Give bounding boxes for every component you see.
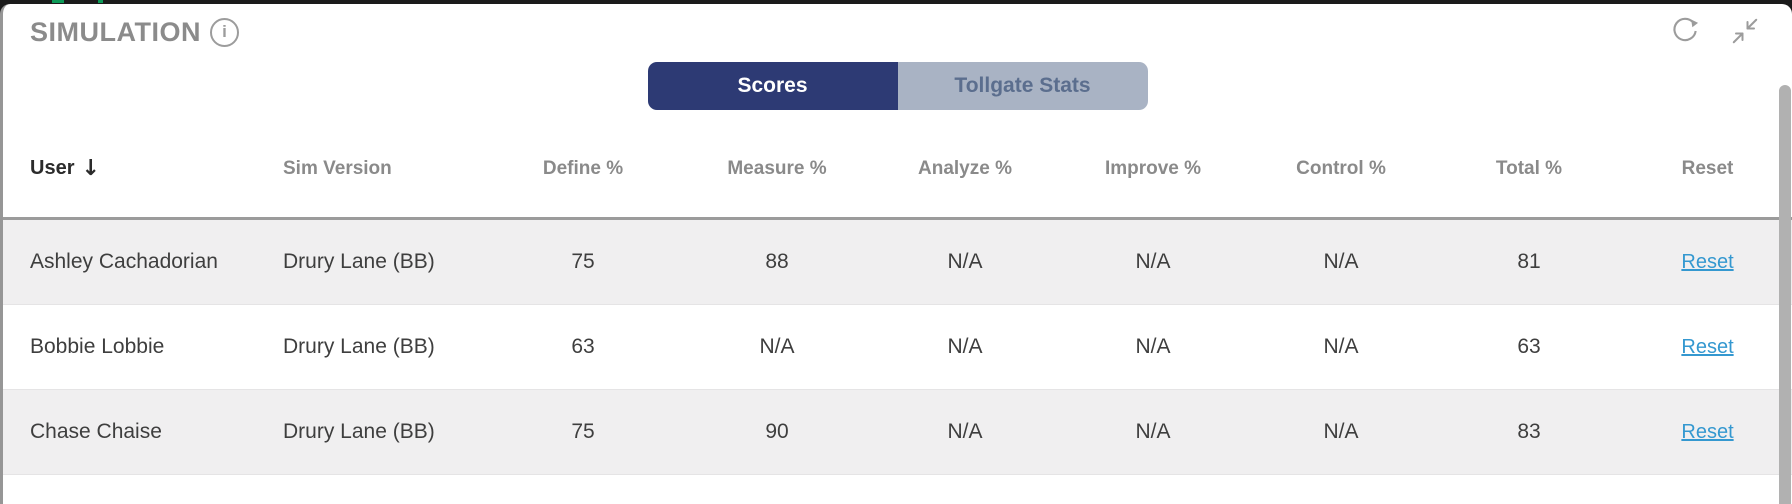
top-edge-artifact — [52, 0, 64, 3]
cell-sim-version: Drury Lane (BB) — [283, 335, 435, 358]
collapse-button[interactable] — [1727, 14, 1763, 50]
info-icon[interactable]: i — [209, 17, 239, 47]
column-header-user-label: User — [30, 157, 75, 179]
view-tabs: Scores Tollgate Stats — [647, 62, 1148, 110]
reset-link[interactable]: Reset — [1681, 421, 1734, 443]
cell-define: 75 — [571, 250, 595, 273]
column-header-measure: Measure % — [727, 157, 827, 179]
reset-link[interactable]: Reset — [1681, 251, 1734, 273]
panel-header: SIMULATION i — [30, 14, 1763, 50]
refresh-icon — [1669, 15, 1701, 50]
cell-reset: Reset — [1623, 250, 1792, 274]
cell-measure: 90 — [765, 420, 789, 443]
tab-scores[interactable]: Scores — [647, 62, 898, 110]
cell-measure: 88 — [765, 250, 789, 273]
cell-user: Chase Chaise — [30, 420, 162, 443]
column-header-analyze: Analyze % — [918, 157, 1012, 179]
cell-analyze: N/A — [947, 335, 983, 358]
table-row: Ashley Cachadorian Drury Lane (BB) 75 88… — [3, 220, 1792, 305]
cell-analyze: N/A — [947, 250, 983, 273]
column-header-improve: Improve % — [1104, 157, 1202, 179]
tab-tollgate-stats[interactable]: Tollgate Stats — [897, 62, 1148, 110]
cell-improve: N/A — [1135, 335, 1171, 358]
cell-reset: Reset — [1623, 335, 1792, 359]
cell-user: Ashley Cachadorian — [30, 250, 218, 273]
top-edge-artifact — [98, 0, 103, 3]
column-header-control: Control % — [1296, 157, 1386, 179]
cell-total: 81 — [1517, 250, 1541, 273]
cell-reset: Reset — [1623, 420, 1792, 444]
column-header-reset: Reset — [1681, 157, 1734, 179]
simulation-panel: SIMULATION i S — [0, 4, 1792, 504]
scores-table: User ↓ Sim Version Define % Measure % An… — [3, 120, 1792, 475]
cell-control: N/A — [1323, 250, 1359, 273]
collapse-icon — [1730, 16, 1760, 49]
table-row: Chase Chaise Drury Lane (BB) 75 90 N/A N… — [3, 390, 1792, 475]
column-header-define: Define % — [542, 157, 624, 179]
cell-sim-version: Drury Lane (BB) — [283, 250, 435, 273]
cell-total: 83 — [1517, 420, 1541, 443]
cell-define: 75 — [571, 420, 595, 443]
cell-improve: N/A — [1135, 250, 1171, 273]
cell-control: N/A — [1323, 420, 1359, 443]
cell-measure: N/A — [759, 335, 795, 358]
panel-title: SIMULATION — [30, 16, 201, 47]
panel-actions — [1667, 14, 1763, 50]
column-header-sim-version: Sim Version — [283, 157, 392, 179]
sort-desc-icon: ↓ — [81, 156, 100, 181]
cell-improve: N/A — [1135, 420, 1171, 443]
cell-total: 63 — [1517, 335, 1541, 358]
reset-link[interactable]: Reset — [1681, 336, 1734, 358]
cell-analyze: N/A — [947, 420, 983, 443]
cell-define: 63 — [571, 335, 595, 358]
refresh-button[interactable] — [1667, 14, 1703, 50]
cell-control: N/A — [1323, 335, 1359, 358]
table-row: Bobbie Lobbie Drury Lane (BB) 63 N/A N/A… — [3, 305, 1792, 390]
cell-sim-version: Drury Lane (BB) — [283, 420, 435, 443]
cell-user: Bobbie Lobbie — [30, 335, 165, 358]
column-header-user[interactable]: User ↓ — [3, 156, 273, 181]
scrollbar-thumb[interactable] — [1779, 85, 1791, 504]
table-header-row: User ↓ Sim Version Define % Measure % An… — [3, 120, 1792, 220]
column-header-total: Total % — [1495, 157, 1563, 179]
